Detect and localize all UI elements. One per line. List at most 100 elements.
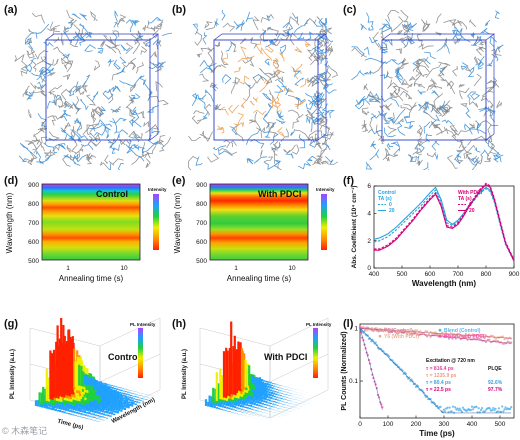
- molecule-chains: [187, 10, 338, 170]
- l-data-point: [495, 337, 498, 340]
- l-data-point: [492, 407, 495, 410]
- d-ylabel: Wavelength (nm): [5, 192, 14, 253]
- d-ytick: 800: [28, 201, 39, 208]
- l-xtick: 500: [495, 421, 506, 428]
- l-data-point: [389, 331, 392, 334]
- d-xlabel: Annealing time (s): [59, 274, 124, 283]
- l-data-point: [483, 336, 486, 339]
- l-data-point: [488, 407, 491, 410]
- l-data-point: [491, 334, 494, 337]
- panel-l-pl-decay-chart: 0 100 200 300 400 500 1 0.1 Time (ps) PL Counts (…: [341, 323, 515, 438]
- l-data-point: [409, 332, 412, 335]
- l-plqe-value: 97.7%: [488, 387, 503, 393]
- g-title: Control: [108, 352, 140, 362]
- f-xtick: 500: [397, 271, 408, 278]
- l-data-point: [458, 336, 461, 339]
- h-zlabel: PL Intensity (a.u.): [182, 349, 188, 399]
- l-data-point: [405, 333, 409, 336]
- l-data-point: [501, 342, 504, 345]
- f-xtick: 900: [509, 271, 520, 278]
- f-series-line: [373, 188, 515, 262]
- l-data-point: [411, 380, 414, 383]
- l-data-point: [456, 335, 459, 338]
- l-data-point: [478, 337, 481, 340]
- l-data-point: [442, 408, 446, 411]
- f-legend-group-title: With PDCI: [458, 190, 483, 196]
- l-legend-marker: [378, 328, 382, 332]
- l-data-point: [402, 328, 405, 331]
- l-data-point: [510, 337, 513, 340]
- heatmap-e-title: With PDCI: [258, 189, 301, 199]
- d-colorbar: [153, 194, 159, 250]
- watermark: © 木森笔记: [2, 426, 48, 436]
- l-ylabel: PL Counts (Normalized): [341, 331, 348, 410]
- l-data-point: [484, 334, 488, 337]
- l-data-point: [481, 407, 484, 410]
- l-legend-entry: Y6 (Control): [384, 328, 413, 334]
- l-xlabel: Time (ps): [419, 429, 455, 438]
- l-data-point: [479, 408, 483, 412]
- l-data-point: [484, 340, 488, 344]
- g-colorbar: [138, 328, 143, 378]
- e-ytick: 900: [196, 182, 207, 189]
- h-colorbar: [313, 328, 318, 378]
- l-plqe-header: PLQE: [488, 366, 502, 372]
- l-data-point: [459, 409, 462, 412]
- l-data-point: [422, 332, 425, 335]
- l-data-point: [454, 406, 457, 409]
- l-data-point: [405, 375, 409, 378]
- l-fit-line: [359, 327, 512, 414]
- heatmap-d-title: Control: [96, 189, 128, 199]
- l-data-point: [429, 335, 432, 338]
- f-series-line: [374, 183, 515, 262]
- l-data-point: [374, 329, 377, 332]
- f-legend-group-title: Control: [378, 190, 396, 196]
- d-ytick: 900: [28, 182, 39, 189]
- l-data-point: [358, 326, 362, 329]
- l-xtick: 0: [358, 421, 362, 428]
- l-data-point: [365, 326, 368, 329]
- l-data-point: [374, 341, 377, 344]
- l-data-point: [382, 350, 385, 353]
- h-title: With PDCI: [264, 352, 307, 362]
- l-annotation-title: Excitation @ 720 nm: [426, 358, 475, 364]
- l-data-point: [491, 409, 494, 412]
- l-legend-marker: [438, 328, 442, 332]
- l-legend-entry: Blend (Control): [444, 328, 481, 334]
- l-fit-line: [359, 327, 512, 339]
- d-colorbar-label: Intensity: [148, 187, 167, 192]
- heatmap-d-area: [41, 183, 141, 261]
- l-tau-annotation: τ = 1235.9 ps: [426, 373, 457, 379]
- f-xtick: 400: [369, 271, 380, 278]
- f-series-line: [373, 186, 515, 261]
- l-data-point: [444, 410, 447, 413]
- e-ytick: 600: [196, 239, 207, 246]
- e-ytick: 700: [196, 220, 207, 227]
- f-series-line: [374, 182, 515, 261]
- l-data-point: [366, 334, 369, 337]
- l-data-point: [382, 329, 385, 333]
- l-data-point: [427, 333, 430, 336]
- l-data-point: [501, 405, 504, 408]
- panel-e-label: (e): [172, 175, 186, 187]
- l-xtick: 200: [411, 421, 422, 428]
- simulation-box-third: [351, 10, 504, 170]
- e-xtick: 10: [288, 265, 296, 272]
- l-plot-frame: [359, 323, 515, 419]
- l-data-point: [413, 382, 416, 385]
- l-data-point: [424, 330, 427, 333]
- panel-f-label: (f): [343, 175, 354, 187]
- l-data-point: [419, 330, 422, 333]
- l-data-point: [434, 331, 437, 334]
- simulation-cell: [213, 39, 319, 141]
- d-ytick: 700: [28, 220, 39, 227]
- l-data-point: [448, 406, 451, 409]
- l-data-point: [481, 333, 484, 336]
- l-ytick: 1: [354, 325, 358, 332]
- l-data-point: [464, 332, 467, 335]
- l-data-point: [463, 335, 466, 338]
- l-data-point: [484, 409, 487, 412]
- l-data-point: [405, 331, 409, 334]
- l-legend-entry: Blend (with PDCI): [444, 334, 486, 340]
- f-xtick: 700: [453, 271, 464, 278]
